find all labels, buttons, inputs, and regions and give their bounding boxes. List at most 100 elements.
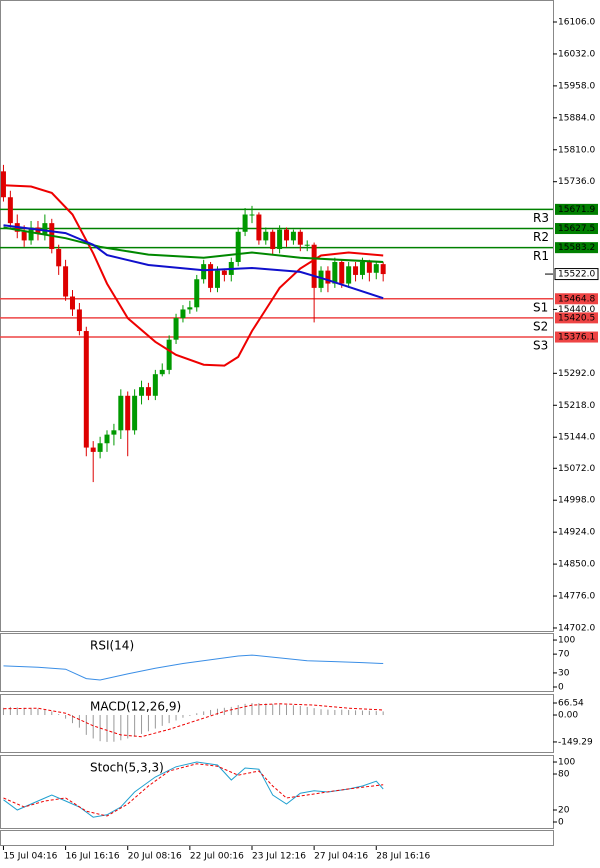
histogram-bar (210, 709, 212, 716)
indicator-line (3, 224, 384, 300)
candle-body (249, 214, 255, 216)
histogram-bar (37, 708, 39, 716)
level-value: 15671.9 (558, 205, 595, 215)
y-tick-label: 0 (558, 683, 564, 693)
histogram-bar (2, 707, 4, 716)
panel-frame (0, 755, 554, 829)
histogram-bar (65, 715, 67, 719)
candle-body (359, 261, 365, 275)
x-tick-label: 27 Jul 04:16 (314, 852, 368, 862)
candle-body (208, 264, 214, 288)
histogram-bar (23, 707, 25, 716)
panel-title: RSI(14) (90, 639, 134, 653)
histogram-bar (286, 704, 288, 716)
level-box (555, 331, 598, 343)
candle-body (69, 296, 75, 310)
candle-body (173, 318, 179, 340)
x-tick-label: 28 Jul 16:16 (376, 852, 430, 862)
histogram-bar (168, 715, 170, 724)
histogram-bar (327, 709, 329, 716)
histogram-bar (134, 715, 136, 737)
level-box (555, 312, 598, 324)
y-tick-label: 15292.0 (558, 369, 595, 379)
panel-title: Stoch(5,3,3) (90, 761, 164, 775)
last-price-label: 15522.0 (558, 270, 595, 280)
y-tick-label: 15144.0 (558, 433, 595, 443)
candle-body (270, 231, 276, 250)
candle-body (201, 264, 207, 280)
y-tick-label: 15440.0 (558, 305, 595, 315)
y-tick-label: 30 (558, 668, 570, 678)
candle-body (297, 231, 303, 245)
level-box (555, 203, 598, 215)
histogram-bar (292, 705, 294, 716)
histogram-bar (113, 715, 115, 742)
y-tick-label: 15810.0 (558, 145, 595, 155)
histogram-bar (120, 715, 122, 741)
x-tick-label: 15 Jul 04:16 (3, 852, 57, 862)
panel-frame (0, 0, 554, 632)
histogram-bar (147, 715, 149, 732)
level-value: 15583.2 (558, 243, 595, 253)
candle-body (139, 387, 145, 396)
histogram-bar (196, 713, 198, 716)
x-tick-label: 16 Jul 16:16 (66, 852, 120, 862)
candle-body (180, 309, 186, 319)
histogram-bar (348, 709, 350, 716)
candle-body (221, 270, 227, 275)
candle-body (263, 231, 269, 241)
candle-body (380, 264, 386, 275)
histogram-bar (85, 715, 87, 735)
histogram-bar (141, 715, 143, 734)
histogram-bar (127, 715, 129, 739)
y-tick-label: 14924.0 (558, 528, 595, 538)
candle-body (194, 279, 200, 308)
y-tick-label: 14998.0 (558, 496, 595, 506)
histogram-bar (265, 703, 267, 716)
y-tick-label: 100 (558, 758, 575, 768)
x-tick-label: 22 Jul 00:16 (190, 852, 244, 862)
candle-body (42, 223, 48, 234)
level-name: R2 (533, 230, 549, 244)
y-tick-label: 66.54 (558, 699, 584, 709)
level-value: 15627.5 (558, 224, 595, 234)
level-name: S1 (533, 300, 548, 314)
histogram-bar (223, 707, 225, 716)
candle-body (28, 227, 34, 241)
candle-body (97, 443, 103, 452)
indicator-line (3, 654, 384, 681)
panel-title: MACD(12,26,9) (90, 700, 181, 714)
bottom-panel (0, 830, 554, 846)
candle-body (166, 339, 172, 370)
histogram-bar (237, 705, 239, 716)
y-tick-label: 15736.0 (558, 177, 595, 187)
level-box (555, 223, 598, 235)
histogram-bar (382, 711, 384, 716)
indicator-line (3, 761, 384, 818)
candle-body (111, 430, 117, 435)
histogram-bar (44, 709, 46, 716)
candle-body (284, 229, 290, 241)
candle-body (83, 331, 89, 448)
histogram-bar (182, 715, 184, 718)
candle-body (145, 387, 151, 396)
candle-body (325, 270, 331, 284)
y-tick-label: 0 (558, 818, 564, 828)
histogram-bar (355, 710, 357, 716)
candle-body (311, 244, 317, 288)
candle-body (76, 309, 82, 332)
candle-body (7, 197, 13, 224)
level-box (555, 242, 598, 254)
histogram-bar (16, 707, 18, 716)
panel-frame (0, 694, 554, 753)
y-tick-label: 100 (558, 636, 575, 646)
histogram-bar (272, 704, 274, 716)
y-tick-label: 14702.0 (558, 623, 595, 633)
y-tick-label: 15072.0 (558, 464, 595, 474)
histogram-bar (244, 703, 246, 716)
histogram-bar (216, 708, 218, 716)
candle-body (118, 395, 124, 431)
y-tick-label: 0.00 (558, 711, 578, 721)
candle-body (159, 369, 165, 375)
